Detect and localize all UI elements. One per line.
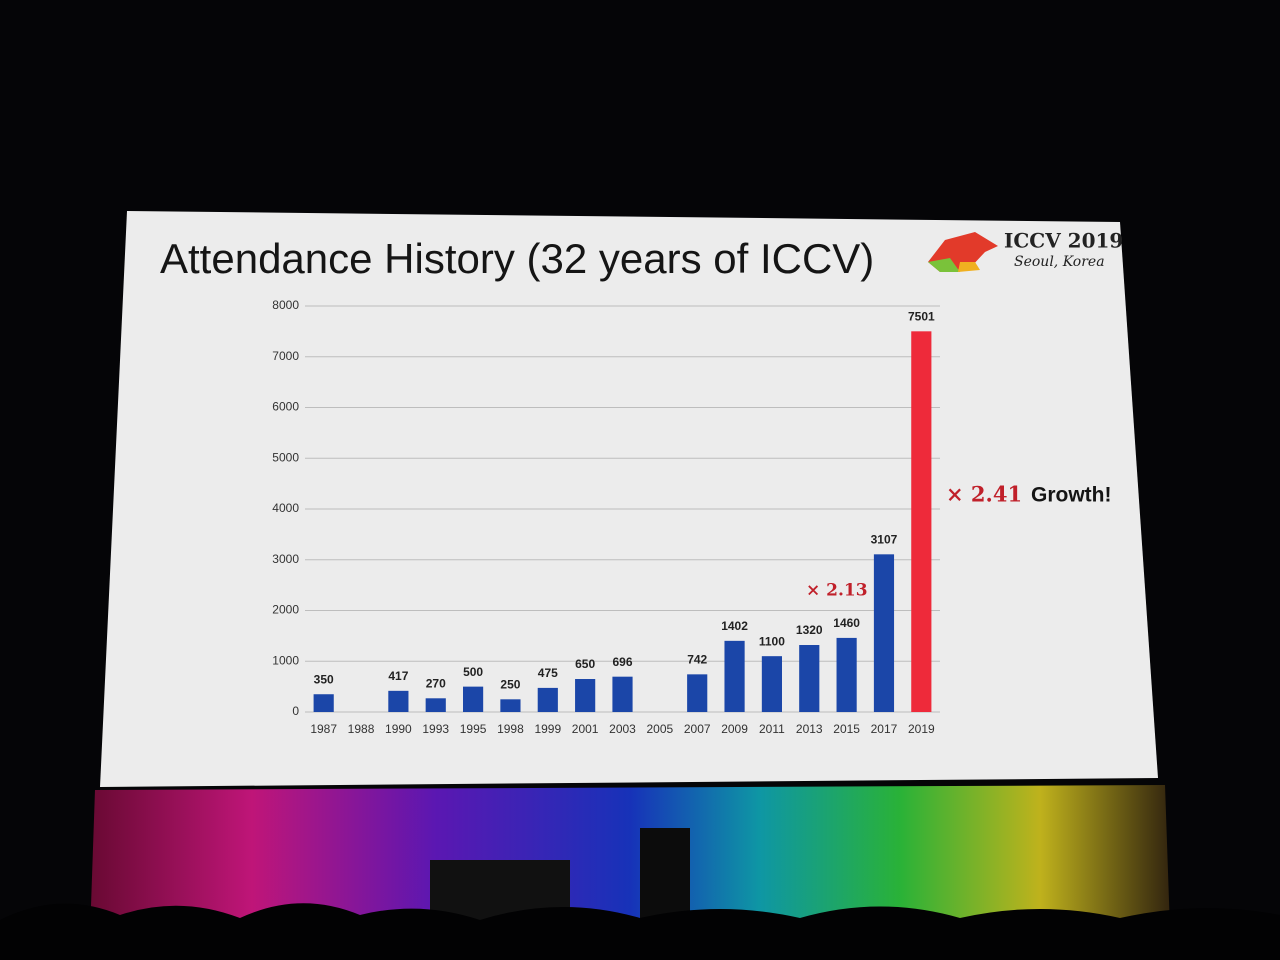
y-tick-label: 6000 — [272, 400, 299, 414]
bar — [799, 645, 820, 712]
x-tick-label: 2007 — [684, 722, 711, 736]
x-tick-label: 1988 — [348, 722, 375, 736]
x-tick-label: 1987 — [310, 722, 337, 736]
bar — [313, 694, 334, 712]
value-label: 696 — [612, 655, 632, 669]
lectern — [640, 828, 690, 918]
x-tick-label: 2013 — [796, 722, 823, 736]
x-tick-label: 2019 — [908, 722, 935, 736]
bar — [873, 554, 895, 712]
x-tick-label: 1993 — [422, 722, 449, 736]
bar — [575, 679, 596, 712]
x-tick-label: 2005 — [647, 722, 674, 736]
audience — [0, 903, 1280, 960]
value-label: 475 — [538, 666, 558, 680]
bar — [463, 686, 484, 712]
annotation: × 2.41 — [946, 482, 1022, 507]
logo-name: ICCV 2019 — [1004, 229, 1123, 253]
x-tick-label: 1999 — [534, 722, 561, 736]
y-tick-label: 5000 — [272, 450, 299, 464]
value-label: 7501 — [908, 309, 935, 323]
logo-place: Seoul, Korea — [1014, 254, 1105, 270]
bar — [537, 687, 558, 712]
x-tick-label: 1998 — [497, 722, 524, 736]
y-tick-label: 0 — [292, 704, 299, 718]
y-tick-label: 8000 — [272, 298, 299, 312]
logo-gate — [958, 262, 980, 272]
bar — [836, 637, 857, 712]
value-label: 3107 — [871, 532, 898, 546]
annotation: × 2.13 — [806, 581, 868, 601]
value-label: 350 — [314, 672, 334, 686]
slide-title: Attendance History (32 years of ICCV) — [160, 235, 874, 282]
bar — [425, 698, 446, 712]
value-label: 1100 — [759, 634, 785, 648]
value-label: 270 — [426, 676, 446, 690]
value-label: 1460 — [833, 616, 860, 630]
bar — [500, 699, 521, 712]
stage-backdrop — [90, 785, 1170, 935]
x-tick-label: 2011 — [759, 722, 785, 736]
annotation: Growth! — [1031, 484, 1111, 507]
value-label: 500 — [463, 665, 483, 679]
value-label: 1402 — [721, 619, 748, 633]
x-tick-label: 2001 — [572, 722, 599, 736]
x-tick-label: 2015 — [833, 722, 860, 736]
bar — [724, 640, 745, 712]
x-tick-label: 2017 — [871, 722, 898, 736]
y-tick-label: 4000 — [272, 501, 299, 515]
bar — [612, 676, 633, 712]
logo-hill — [928, 258, 960, 272]
bar — [388, 690, 409, 712]
y-tick-label: 2000 — [272, 603, 299, 617]
value-label: 742 — [687, 653, 707, 667]
value-label: 250 — [500, 677, 520, 691]
value-label: 417 — [388, 669, 408, 683]
x-tick-label: 2009 — [721, 722, 748, 736]
bar — [687, 674, 708, 712]
y-tick-label: 1000 — [272, 653, 299, 667]
y-tick-label: 3000 — [272, 552, 299, 566]
x-tick-label: 1990 — [385, 722, 412, 736]
plot: 0 1000 2000 3000 4000 5000 6000 7000 8000 1987 350… — [272, 298, 1111, 736]
x-tick-label: 2003 — [609, 722, 636, 736]
y-tick-label: 7000 — [272, 349, 299, 363]
bar — [761, 656, 782, 712]
value-label: 1320 — [796, 623, 823, 637]
bar — [911, 331, 932, 712]
value-label: 650 — [575, 657, 595, 671]
x-tick-label: 1995 — [460, 722, 487, 736]
